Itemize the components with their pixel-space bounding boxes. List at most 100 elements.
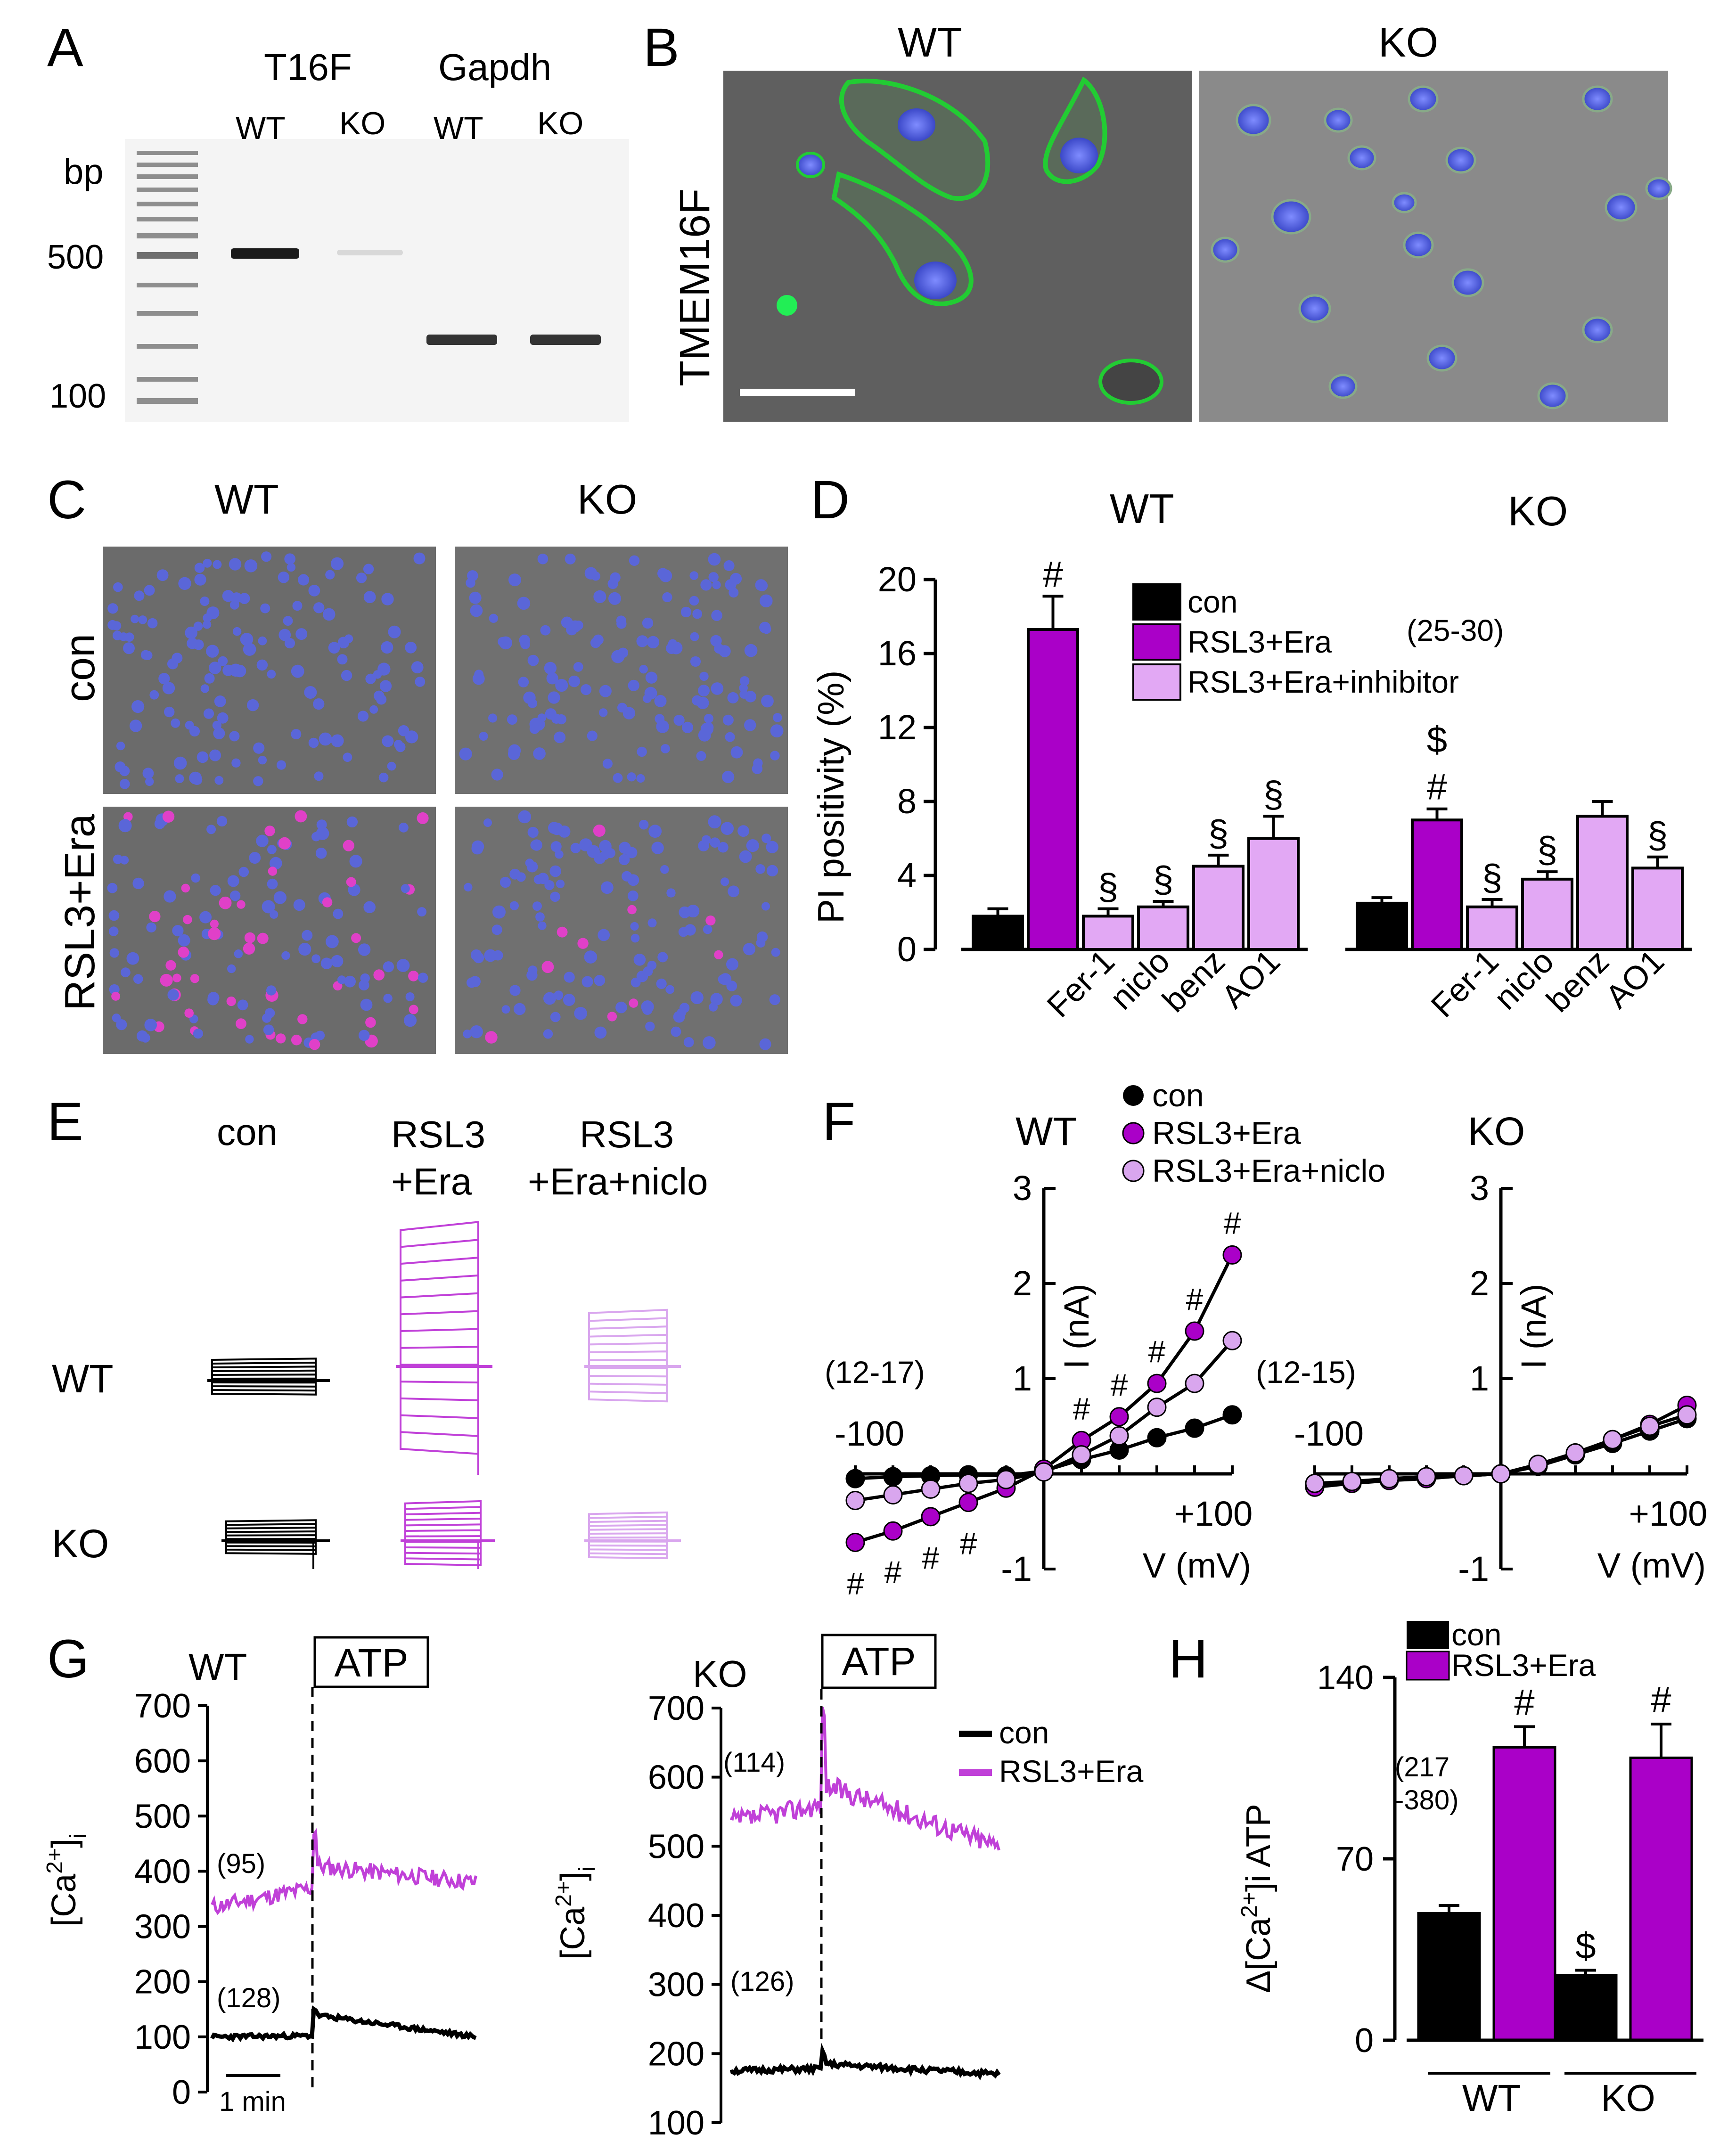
panel-g-letter: G <box>47 1629 89 1689</box>
cell-nucleus <box>399 822 409 833</box>
cell-nucleus <box>546 672 558 685</box>
cell-nucleus <box>172 925 184 937</box>
panel-h-chart: 0 70 140 $ # # WT KO <box>1317 1659 1703 2119</box>
panel-d-ko-label: KO <box>1508 488 1568 534</box>
cell-nucleus <box>194 573 206 586</box>
cell-nucleus <box>700 722 713 736</box>
cell-nucleus <box>544 880 555 891</box>
cell-nucleus <box>178 577 191 590</box>
cell-nucleus <box>463 1030 472 1038</box>
gene-t16f-label: T16F <box>264 46 352 88</box>
gel-image <box>125 139 629 422</box>
cell-nucleus <box>577 938 589 949</box>
atp-label: ATP <box>842 1639 916 1684</box>
significance-mark: § <box>1263 773 1284 815</box>
cell-nucleus <box>200 597 210 606</box>
cell-nucleus <box>581 684 592 695</box>
gel-band-gapdh-ko <box>530 335 601 345</box>
bar <box>1356 901 1408 951</box>
cell-nucleus <box>633 954 646 966</box>
significance-mark: # <box>1224 1205 1241 1240</box>
panel-f-n-wt: (12-17) <box>825 1355 925 1390</box>
cell-nucleus <box>206 645 219 658</box>
cell-nucleus <box>171 718 180 728</box>
y-tick-label: 2 <box>1470 1264 1489 1303</box>
tmem16f-stain-label: TMEM16F <box>671 188 719 386</box>
y-tick-label: 2 <box>1013 1264 1032 1303</box>
cell-nucleus <box>393 740 403 749</box>
ylabel-part: ] <box>554 1872 592 1881</box>
cell-nucleus <box>602 759 613 769</box>
cell-nucleus <box>330 557 344 570</box>
cell-nucleus <box>237 999 248 1011</box>
cell-nucleus <box>107 603 118 614</box>
bar <box>1629 1757 1693 2042</box>
cell-nucleus <box>739 676 750 686</box>
gel-band-t16f-ko <box>337 250 403 255</box>
panel-c-letter: C <box>47 470 86 530</box>
cell-nucleus <box>471 842 483 855</box>
cell-nucleus <box>203 708 214 719</box>
cell-nucleus <box>379 680 392 692</box>
cell-nucleus <box>598 929 610 941</box>
data-point <box>958 1473 978 1493</box>
data-point <box>1342 1472 1362 1491</box>
cell-nucleus <box>535 912 545 922</box>
legend-label: con <box>1187 584 1237 619</box>
cell-nucleus <box>773 713 782 722</box>
cell-nucleus <box>610 572 621 583</box>
cell-nucleus <box>744 719 756 731</box>
cell-nucleus <box>311 954 320 964</box>
cell-nucleus <box>218 656 228 666</box>
trace-wt-niclo <box>588 1366 668 1378</box>
data-point <box>1034 1462 1054 1482</box>
cell-nucleus <box>673 715 685 726</box>
trace-wt-era <box>400 1366 479 1419</box>
cell-nucleus <box>116 741 125 751</box>
data-point <box>845 1532 865 1552</box>
cell-nucleus <box>532 901 542 911</box>
panel-f-legend: con RSL3+Era RSL3+Era+niclo <box>1122 1078 1385 1189</box>
ylabel-part: ]i ATP <box>1240 1804 1277 1892</box>
cell-nucleus <box>132 877 144 890</box>
bar <box>1027 628 1079 951</box>
cell-nucleus <box>111 991 121 1001</box>
cell-nucleus <box>771 948 780 957</box>
cell-nucleus <box>643 694 652 703</box>
cell-nucleus <box>216 816 228 827</box>
n-label: (114) <box>723 1747 785 1778</box>
cell-nucleus <box>208 927 221 940</box>
legend-swatch-con <box>1407 1621 1449 1649</box>
cell-nucleus <box>725 579 737 591</box>
y-tick-label: 500 <box>648 1828 704 1865</box>
cell-nucleus <box>203 558 212 568</box>
cell-nucleus <box>184 1008 194 1018</box>
y-tick-label: 700 <box>648 1690 704 1727</box>
cell-nucleus <box>363 564 374 574</box>
cell-nucleus <box>359 980 369 991</box>
cell-nucleus <box>276 760 287 770</box>
cell-nucleus <box>210 919 219 928</box>
data-point <box>883 1521 903 1541</box>
data-point <box>845 1469 865 1488</box>
cell-nucleus <box>320 957 333 969</box>
cell-nucleus <box>408 971 419 981</box>
x-tick-label: +100 <box>1174 1494 1253 1533</box>
cell-nucleus <box>661 744 670 753</box>
gel-band-t16f-wt <box>231 248 299 259</box>
cell-nucleus <box>276 1033 286 1044</box>
cell-nucleus <box>149 690 159 700</box>
cell-nucleus <box>668 639 677 648</box>
cell-nucleus <box>344 975 356 988</box>
cell-nucleus <box>167 989 179 1001</box>
panel-h-legend: con RSL3+Era <box>1406 1617 1596 1683</box>
cell-nucleus <box>689 571 699 580</box>
n-label: (126) <box>730 1966 794 1997</box>
inhibitor-label: niclo <box>1103 942 1177 1016</box>
y-tick-label: 200 <box>134 1963 191 2001</box>
cell-nucleus <box>722 770 735 783</box>
y-tick-label: 1 <box>1013 1359 1032 1398</box>
bar <box>1137 905 1189 951</box>
cell-nucleus <box>550 1012 561 1022</box>
cell-nucleus <box>123 812 133 822</box>
